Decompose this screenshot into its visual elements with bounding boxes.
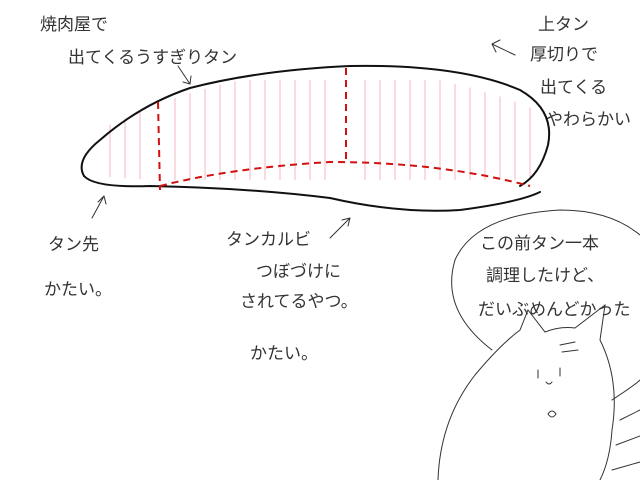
arrow [329,217,351,239]
arrow [491,39,516,56]
cat [437,303,615,480]
annotation-text: やわらかい [546,110,631,130]
slice-lines [109,80,531,180]
arrow [177,65,192,85]
cat-face [537,341,579,418]
annotation-text: されてるやつ。 [240,292,358,312]
annotation-text: 焼肉屋で [40,15,108,35]
annotation-text: 上タン [538,15,589,35]
annotation-text: 厚切りで [530,45,598,65]
cat-tail [611,379,640,471]
speech-bubble [451,209,640,351]
annotation-text: かたい。 [44,280,112,300]
cut-line [159,160,531,187]
annotation-text: 調理したけど、 [486,266,604,286]
arrow [91,195,107,219]
annotation-text: かたい。 [250,344,318,364]
annotation-text: タン先 [48,235,99,255]
annotation-text: タンカルビ [226,230,311,250]
tongue-bottom [83,175,541,212]
annotation-text: この前タン一本 [480,234,599,254]
annotation-text: だいぶめんどかった [478,300,631,320]
cut-line [157,101,161,191]
annotation-text: 出てくる [540,78,607,98]
annotation-text: つぼづけに [256,262,341,282]
tongue-outline [80,64,551,187]
annotation-text: 出てくるうすぎりタン [68,48,237,68]
